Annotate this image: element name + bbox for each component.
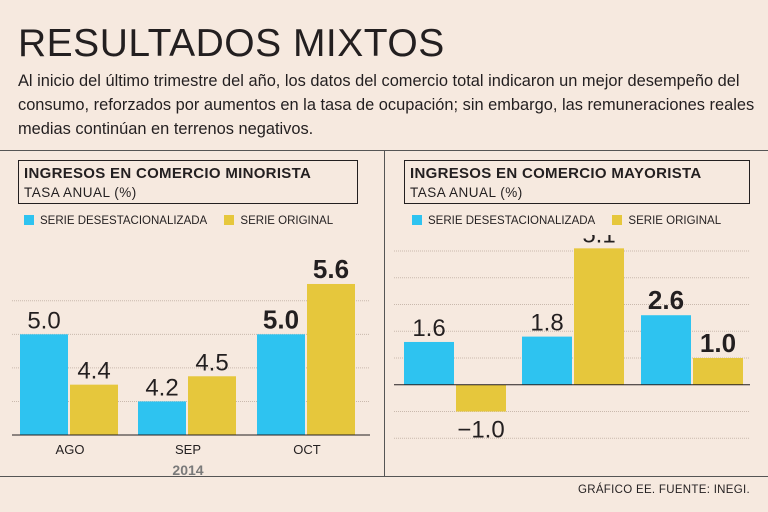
wholesale-legend-label-desest: SERIE DESESTACIONALIZADA — [428, 215, 596, 227]
data-label: 1.6 — [412, 315, 445, 342]
bar-original-2 — [693, 358, 743, 385]
bar-original-2 — [307, 283, 355, 435]
tick-label: OCT — [293, 442, 321, 457]
data-label: −1.0 — [457, 417, 504, 444]
tick-label: AGO — [56, 442, 85, 457]
tick-label: SEP — [175, 442, 201, 457]
bar-desest-1 — [138, 401, 186, 435]
wholesale-legend-item-original: SERIE ORIGINAL — [612, 215, 721, 227]
retail-legend-item-desest: SERIE DESESTACIONALIZADA — [24, 215, 207, 227]
bar-desest-0 — [404, 341, 454, 385]
legend-swatch-icon — [412, 215, 422, 225]
retail-bar-chart: 5.0 4.4 AGO 4.2 4.5 SEP 5.0 5.6 OCT 2014 — [12, 254, 370, 476]
legend-swatch-icon — [24, 215, 34, 225]
bar-original-1 — [188, 376, 236, 435]
data-label: 4.5 — [195, 349, 228, 376]
wholesale-legend-label-original: SERIE ORIGINAL — [628, 215, 722, 227]
year-label: 2014 — [172, 462, 203, 476]
bar-original-1 — [574, 248, 624, 385]
headline: RESULTADOS MIXTOS — [18, 22, 445, 65]
bar-desest-1 — [522, 336, 572, 385]
wholesale-chart-subtitle: TASA ANUAL (%) — [410, 185, 523, 200]
data-label: 2.6 — [648, 285, 684, 315]
data-label: 4.4 — [77, 358, 110, 385]
source-footer: GRÁFICO EE. FUENTE: INEGI. — [577, 484, 750, 496]
wholesale-chart-title: INGRESOS EN COMERCIO MAYORISTA — [410, 165, 702, 182]
legend-swatch-icon — [612, 215, 623, 225]
legend-swatch-icon — [224, 215, 235, 225]
bottom-divider — [0, 476, 768, 477]
panel-divider — [384, 150, 385, 476]
wholesale-legend-item-desest: SERIE DESESTACIONALIZADA — [412, 215, 595, 227]
wholesale-bar-chart: 1.6 −1.0 1.8 5.1 2.6 1.0 — [394, 235, 750, 444]
bar-desest-0 — [20, 334, 68, 435]
retail-legend-item-original: SERIE ORIGINAL — [224, 215, 333, 227]
wholesale-legend: SERIE DESESTACIONALIZADA SERIE ORIGINAL — [412, 215, 735, 227]
retail-panel-title: INGRESOS EN COMERCIO MINORISTA TASA ANUA… — [18, 160, 358, 204]
bar-desest-2 — [641, 315, 691, 385]
retail-legend: SERIE DESESTACIONALIZADA SERIE ORIGINAL — [24, 215, 347, 227]
wholesale-panel-title: INGRESOS EN COMERCIO MAYORISTA TASA ANUA… — [404, 160, 750, 204]
data-label: 5.0 — [27, 307, 60, 334]
retail-legend-label-desest: SERIE DESESTACIONALIZADA — [40, 215, 208, 227]
retail-chart-subtitle: TASA ANUAL (%) — [24, 185, 137, 200]
intro-text: Al inicio del último trimestre del año, … — [18, 72, 755, 138]
data-label: 5.6 — [313, 254, 349, 284]
data-label: 1.8 — [530, 310, 563, 337]
data-label: 4.2 — [145, 374, 178, 401]
data-label: 5.0 — [263, 304, 299, 334]
retail-legend-label-original: SERIE ORIGINAL — [240, 215, 334, 227]
data-label: 1.0 — [700, 328, 736, 358]
bar-desest-2 — [257, 334, 305, 435]
bar-original-0 — [456, 384, 506, 412]
bar-original-0 — [70, 384, 118, 435]
data-label: 5.1 — [582, 235, 615, 248]
retail-chart-title: INGRESOS EN COMERCIO MINORISTA — [24, 165, 312, 182]
